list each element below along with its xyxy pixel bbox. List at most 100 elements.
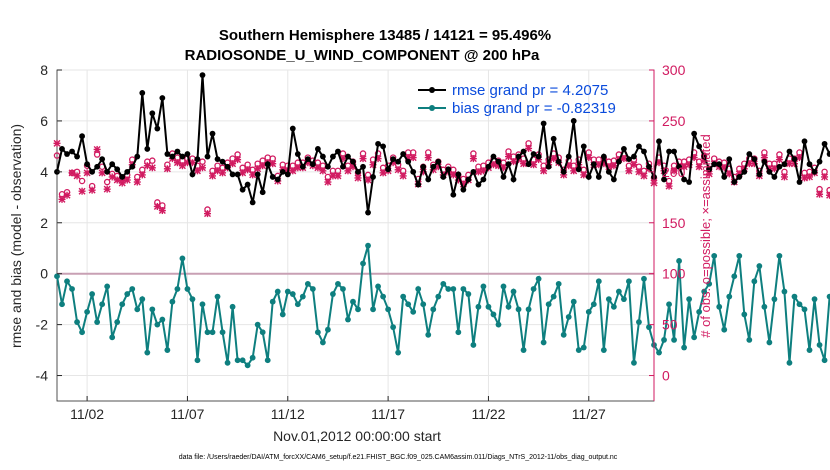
bias-point xyxy=(460,286,467,292)
rmse-point xyxy=(79,133,85,140)
rmse-point xyxy=(84,161,91,168)
chart-subtitle: RADIOSONDE_U_WIND_COMPONENT @ 200 hPa xyxy=(185,47,540,64)
y-left-tick-label: 2 xyxy=(40,215,48,231)
bias-point xyxy=(610,303,617,310)
bias-point xyxy=(54,273,60,280)
rmse-point xyxy=(465,176,472,183)
bias-point xyxy=(776,252,783,259)
rmse-point xyxy=(500,174,507,180)
rmse-point xyxy=(626,156,632,163)
rmse-point xyxy=(289,125,296,132)
obs-assimilated-marker xyxy=(244,166,252,174)
bias-point xyxy=(455,329,462,336)
obs-assimilated-marker xyxy=(193,167,201,175)
bias-point xyxy=(520,347,527,353)
obs-assimilated-marker xyxy=(775,156,783,164)
obs-assimilated-marker xyxy=(138,171,146,179)
rmse-point xyxy=(189,171,196,178)
bias-point xyxy=(686,296,693,303)
bias-point xyxy=(129,286,136,292)
rmse-point xyxy=(254,171,261,178)
bias-point xyxy=(826,293,830,300)
bias-point xyxy=(575,347,582,353)
bias-point xyxy=(530,286,537,292)
bias-point xyxy=(626,278,632,285)
bias-point xyxy=(154,321,161,328)
y-left-tick-label: 6 xyxy=(40,113,48,129)
bias-point xyxy=(249,354,256,361)
bias-point xyxy=(299,293,306,300)
bias-point xyxy=(89,291,96,297)
rmse-point xyxy=(656,138,662,145)
rmse-point xyxy=(475,181,482,188)
rmse-point xyxy=(631,153,637,160)
bias-point xyxy=(636,319,642,325)
obs-assimilated-marker xyxy=(610,162,618,170)
rmse-point xyxy=(796,179,803,185)
rmse-point xyxy=(771,174,778,180)
rmse-point xyxy=(400,151,407,157)
bias-point xyxy=(570,298,577,305)
bias-point xyxy=(620,296,627,303)
bias-point xyxy=(615,288,622,295)
bias-point xyxy=(766,339,773,346)
obs-assimilated-marker xyxy=(249,171,257,179)
bias-point xyxy=(420,301,427,308)
rmse-point xyxy=(229,171,236,178)
obs-possible-marker xyxy=(149,157,156,164)
rmse-point xyxy=(610,176,617,183)
x-tick-label: 11/12 xyxy=(271,406,305,422)
rmse-point xyxy=(134,153,141,160)
rmse-point xyxy=(124,168,131,175)
bias-point xyxy=(696,308,703,315)
rmse-point xyxy=(169,153,176,160)
obs-assimilated-marker xyxy=(469,155,477,163)
y-right-tick-label: 200 xyxy=(662,164,686,180)
obs-assimilated-marker xyxy=(816,190,824,198)
rmse-point xyxy=(214,156,221,163)
bias-point xyxy=(204,329,211,336)
bias-point xyxy=(816,342,823,348)
y-right-tick-label: 300 xyxy=(662,62,686,78)
rmse-point xyxy=(204,153,211,160)
bias-point xyxy=(681,344,688,351)
rmse-point xyxy=(485,163,492,170)
rmse-point xyxy=(375,140,381,147)
rmse-point xyxy=(706,166,713,173)
bias-point xyxy=(304,280,311,287)
obs-assimilated-marker xyxy=(63,191,71,199)
rmse-point xyxy=(726,156,733,163)
rmse-point xyxy=(435,158,442,165)
rmse-point xyxy=(249,199,256,206)
rmse-point xyxy=(380,143,386,150)
obs-assimilated-marker xyxy=(770,165,778,173)
bias-point xyxy=(490,311,497,318)
rmse-point xyxy=(776,163,783,170)
obs-assimilated-marker xyxy=(801,174,809,182)
bias-point xyxy=(159,316,166,323)
rmse-point xyxy=(294,151,301,157)
rmse-point xyxy=(319,153,326,160)
rmse-point xyxy=(746,151,753,157)
rmse-point xyxy=(335,148,341,155)
rmse-point xyxy=(605,168,612,175)
rmse-point xyxy=(646,163,652,170)
rmse-point xyxy=(355,168,361,175)
obs-assimilated-marker xyxy=(780,173,788,181)
y-left-tick-label: 0 xyxy=(40,266,48,282)
bias-point xyxy=(525,306,532,313)
bias-point xyxy=(671,336,677,343)
rmse-point xyxy=(325,163,331,170)
rmse-point xyxy=(405,158,412,165)
rmse-point xyxy=(510,176,517,183)
rmse-point xyxy=(179,153,186,160)
bias-point xyxy=(806,347,813,353)
rmse-point xyxy=(74,153,80,160)
bias-point xyxy=(590,301,597,308)
rmse-point xyxy=(661,176,667,183)
obs-assimilated-marker xyxy=(630,161,638,169)
rmse-point xyxy=(430,163,437,170)
bias-point xyxy=(736,252,743,259)
bias-point xyxy=(194,357,201,364)
